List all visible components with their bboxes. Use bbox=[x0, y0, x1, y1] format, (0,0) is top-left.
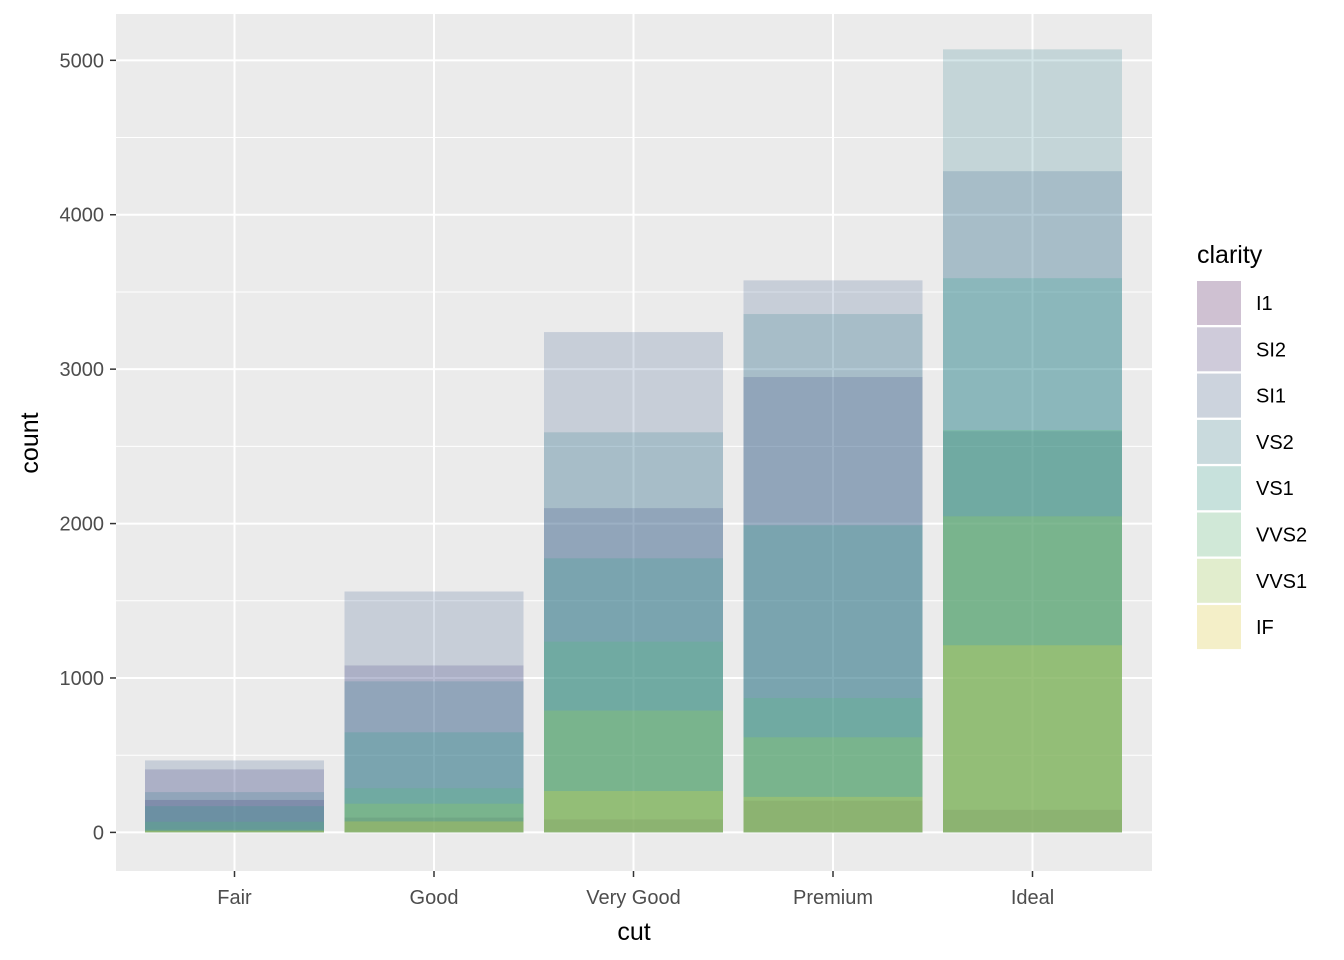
x-tick-label: Very Good bbox=[586, 887, 681, 909]
legend-key-si2 bbox=[1197, 327, 1241, 372]
legend-key-bg bbox=[1197, 281, 1241, 325]
legend-key-vs2 bbox=[1197, 419, 1241, 464]
bar-i1-ideal bbox=[943, 809, 1122, 833]
bar-si2-ideal bbox=[943, 431, 1122, 833]
legend-label: VVS2 bbox=[1256, 525, 1307, 547]
bar-vs2-good bbox=[344, 681, 524, 833]
legend-key-si1 bbox=[1197, 373, 1241, 418]
x-tick-label: Fair bbox=[217, 887, 252, 909]
series-i1 bbox=[145, 799, 1122, 833]
x-tick-label: Premium bbox=[793, 887, 873, 909]
legend-key-vs1 bbox=[1197, 466, 1241, 511]
legend: clarity I1 SI2 SI1 VS2 VS1 VVS2 VVS1 IF bbox=[1197, 241, 1307, 650]
legend-key-vvs2 bbox=[1197, 512, 1241, 557]
legend-key-vvs1 bbox=[1197, 558, 1241, 603]
x-axis: Fair Good Very Good Premium Ideal bbox=[217, 871, 1054, 909]
bar-vvs1-fair bbox=[145, 829, 324, 833]
legend-label: VS1 bbox=[1256, 478, 1294, 500]
y-tick-label: 5000 bbox=[60, 50, 105, 72]
legend-title: clarity bbox=[1197, 241, 1263, 269]
bar-vs1-good bbox=[344, 732, 524, 833]
series-vs1 bbox=[145, 278, 1122, 833]
x-tick-label: Good bbox=[410, 887, 459, 909]
legend-key-bg bbox=[1197, 466, 1241, 511]
bar-si1-fair bbox=[145, 760, 324, 833]
y-tick-label: 4000 bbox=[60, 205, 105, 227]
bar-i1-premium bbox=[743, 800, 923, 833]
bar-vs2-ideal bbox=[943, 49, 1122, 833]
bar-vvs1-very-good bbox=[544, 710, 723, 833]
legend-label: VS2 bbox=[1256, 432, 1294, 454]
x-axis-title: cut bbox=[617, 918, 650, 946]
legend-key-bg bbox=[1197, 605, 1241, 650]
y-tick-label: 0 bbox=[93, 822, 104, 844]
bar-vvs1-good bbox=[344, 803, 524, 833]
legend-key-bg bbox=[1197, 512, 1241, 557]
bar-vvs2-very-good bbox=[544, 641, 723, 833]
bar-vvs2-good bbox=[344, 788, 524, 833]
major-gridlines bbox=[116, 14, 1152, 871]
bar-si1-good bbox=[344, 591, 524, 833]
series-vs2 bbox=[145, 49, 1122, 833]
bar-si1-premium bbox=[743, 280, 923, 833]
bar-si2-good bbox=[344, 665, 524, 833]
bar-si1-ideal bbox=[943, 171, 1122, 833]
legend-items: I1 SI2 SI1 VS2 VS1 VVS2 VVS1 IF bbox=[1197, 281, 1307, 650]
bar-si2-premium bbox=[743, 377, 923, 833]
bar-vvs1-ideal bbox=[943, 516, 1122, 833]
bar-vs2-very-good bbox=[544, 432, 723, 833]
bar-if-fair bbox=[145, 831, 324, 833]
legend-key-bg bbox=[1197, 373, 1241, 418]
bar-vvs2-ideal bbox=[943, 429, 1122, 833]
legend-key-bg bbox=[1197, 558, 1241, 603]
bar-vs2-fair bbox=[145, 792, 324, 833]
bar-if-good bbox=[344, 821, 524, 833]
bar-i1-good bbox=[344, 817, 524, 833]
bar-vs1-premium bbox=[743, 525, 923, 833]
bar-if-very-good bbox=[544, 791, 723, 833]
y-tick-label: 3000 bbox=[60, 359, 105, 381]
bar-si1-very-good bbox=[544, 332, 723, 833]
bar-vvs2-fair bbox=[145, 821, 324, 833]
legend-label: I1 bbox=[1256, 293, 1273, 315]
y-axis-title: count bbox=[16, 412, 44, 473]
series-if bbox=[145, 645, 1122, 833]
legend-label: SI2 bbox=[1256, 339, 1286, 361]
bar-i1-very-good bbox=[544, 819, 723, 833]
bar-si2-fair bbox=[145, 769, 324, 833]
series-si1 bbox=[145, 171, 1122, 833]
bar-vvs2-premium bbox=[743, 698, 923, 833]
bar-si2-very-good bbox=[544, 508, 723, 833]
bar-vs1-very-good bbox=[544, 558, 723, 833]
bar-i1-fair bbox=[145, 799, 324, 833]
legend-key-bg bbox=[1197, 419, 1241, 464]
x-tick-label: Ideal bbox=[1011, 887, 1054, 909]
y-tick-label: 1000 bbox=[60, 668, 105, 690]
bar-vvs1-premium bbox=[743, 737, 923, 833]
series-vvs1 bbox=[145, 516, 1122, 833]
series-vvs2 bbox=[145, 429, 1122, 833]
series-si2 bbox=[145, 377, 1122, 833]
legend-key-if bbox=[1197, 605, 1241, 650]
y-tick-label: 2000 bbox=[60, 514, 105, 536]
bar-vs1-ideal bbox=[943, 278, 1122, 833]
bar-if-premium bbox=[743, 796, 923, 833]
legend-key-i1 bbox=[1197, 281, 1241, 325]
bar-layers bbox=[145, 49, 1122, 833]
legend-label: IF bbox=[1256, 617, 1274, 639]
y-axis: 0 1000 2000 3000 4000 5000 bbox=[60, 50, 116, 844]
legend-label: VVS1 bbox=[1256, 571, 1307, 593]
legend-label: SI1 bbox=[1256, 386, 1286, 408]
legend-key-bg bbox=[1197, 327, 1241, 372]
bar-vs2-premium bbox=[743, 314, 923, 833]
bar-if-ideal bbox=[943, 645, 1122, 833]
bar-vs1-fair bbox=[145, 806, 324, 833]
